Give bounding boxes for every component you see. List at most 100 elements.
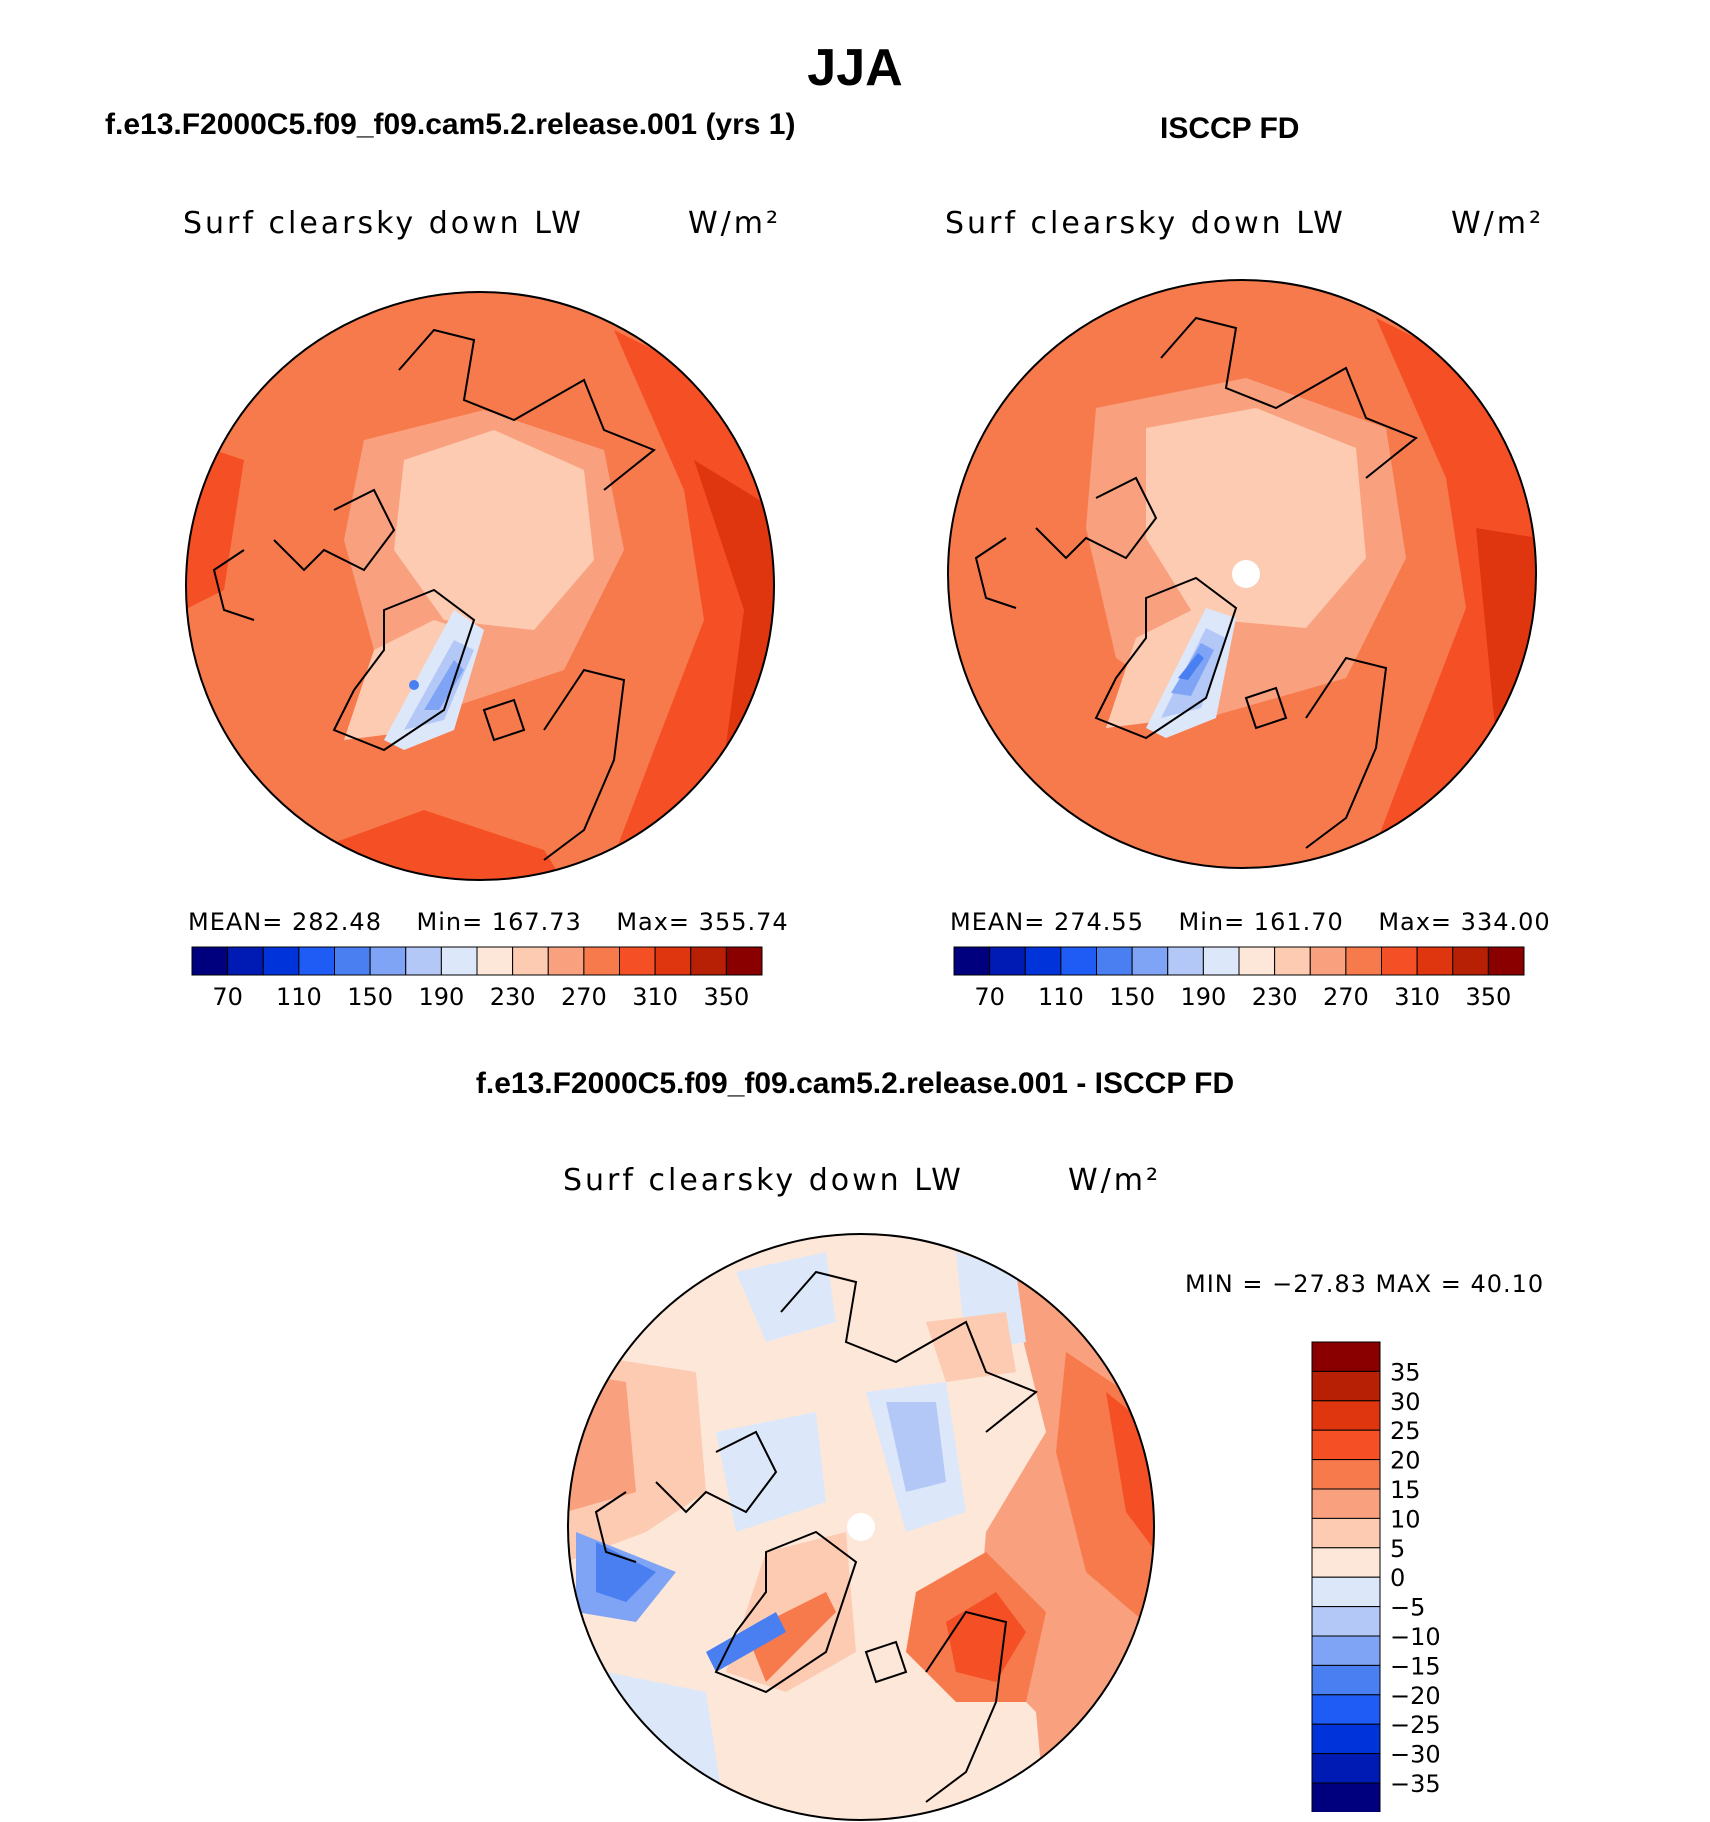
diff-colorbar-tick-label: 5 [1390,1535,1405,1563]
left-variable-label: Surf clearsky down LW [183,206,584,241]
right-colorbar-swatch [1060,946,1097,976]
right-colorbar-swatch [1096,946,1133,976]
left-colorbar-tick-label: 110 [276,983,322,1011]
diff-colorbar-tick-label: 20 [1390,1447,1421,1475]
left-min: Min= 167.73 [416,908,582,936]
right-unit-label: W/m² [1451,206,1545,241]
diff-colorbar-tick-label: 15 [1390,1476,1421,1504]
left-colorbar-swatch [191,946,229,976]
right-colorbar-swatch [1309,946,1347,976]
left-stats: MEAN= 282.48 Min= 167.73 Max= 355.74 [188,908,789,936]
right-colorbar-swatch [1274,946,1311,976]
diff-colorbar-swatch [1311,1606,1381,1637]
right-colorbar-tick-label: 230 [1252,983,1298,1011]
right-colorbar-swatch [953,946,991,976]
diff-colorbar-swatch [1311,1635,1381,1666]
left-colorbar-tick-label: 150 [347,983,393,1011]
left-colorbar: 70 110 150 190 230 270 310 350 [191,946,763,1011]
left-mean: MEAN= 282.48 [188,908,382,936]
right-colorbar-tick-label: 310 [1394,983,1440,1011]
right-colorbar-swatch [1167,946,1204,976]
diff-minmax: MIN = −27.83 MAX = 40.10 [1185,1270,1545,1298]
diff-colorbar-swatch [1311,1429,1381,1461]
diff-colorbar-swatch [1311,1488,1381,1519]
right-colorbar: 70 110 150 190 230 270 310 350 [953,946,1525,1011]
diff-colorbar-swatch [1311,1341,1381,1372]
left-colorbar-swatch [619,946,656,976]
diff-colorbar-tick-label: −10 [1390,1623,1441,1651]
right-polar-map [947,279,1537,869]
main-title: JJA [807,39,903,97]
right-colorbar-swatch [1345,946,1382,976]
right-max: Max= 334.00 [1378,908,1551,936]
left-colorbar-tick-label: 230 [490,983,536,1011]
right-stats: MEAN= 274.55 Min= 161.70 Max= 334.00 [950,908,1551,936]
left-colorbar-swatch [440,946,478,976]
diff-colorbar-swatch [1311,1782,1381,1812]
diff-colorbar-swatch [1311,1694,1381,1725]
left-max: Max= 355.74 [616,908,789,936]
diff-colorbar-swatch [1311,1664,1381,1696]
diff-colorbar-swatch [1311,1517,1381,1549]
diff-colorbar-swatch [1311,1723,1381,1755]
right-min: Min= 161.70 [1178,908,1344,936]
right-mean: MEAN= 274.55 [950,908,1144,936]
right-variable-label: Surf clearsky down LW [945,206,1346,241]
left-colorbar-swatch [227,946,264,976]
diff-colorbar-tick-label: −35 [1390,1770,1441,1798]
diff-colorbar-swatch [1311,1400,1381,1431]
diff-colorbar-tick-label: −5 [1390,1594,1425,1622]
left-colorbar-swatch [405,946,442,976]
right-colorbar-swatch [989,946,1026,976]
diff-colorbar-tick-label: 25 [1390,1417,1421,1445]
diff-colorbar-tick-label: −15 [1390,1652,1441,1680]
right-colorbar-swatch [1381,946,1418,976]
left-colorbar-swatch [369,946,407,976]
right-colorbar-swatch [1452,946,1489,976]
diff-colorbar-tick-label: 0 [1390,1564,1405,1592]
diff-panel-heading: f.e13.F2000C5.f09_f09.cam5.2.release.001… [475,1067,1235,1100]
left-colorbar-swatch [690,946,727,976]
left-colorbar-tick-label: 270 [561,983,607,1011]
right-colorbar-swatch [1131,946,1169,976]
left-colorbar-swatch [654,946,692,976]
left-colorbar-tick-label: 310 [632,983,678,1011]
left-colorbar-swatch [512,946,549,976]
right-colorbar-tick-label: 270 [1323,983,1369,1011]
diff-colorbar-tick-label: −20 [1390,1682,1441,1710]
left-panel-heading: f.e13.F2000C5.f09_f09.cam5.2.release.001… [105,108,796,141]
diff-colorbar-tick-label: −30 [1390,1741,1441,1769]
right-colorbar-tick-label: 70 [974,983,1005,1011]
diff-colorbar-swatch [1311,1547,1381,1578]
left-colorbar-swatch [262,946,300,976]
diff-colorbar-tick-label: −25 [1390,1711,1441,1739]
diff-variable-label: Surf clearsky down LW [563,1163,964,1198]
left-unit-label: W/m² [688,206,782,241]
left-polar-map [185,291,775,881]
right-colorbar-tick-label: 150 [1109,983,1155,1011]
right-colorbar-swatch [1416,946,1454,976]
diff-colorbar-swatch [1311,1459,1381,1490]
left-colorbar-tick-label: 70 [212,983,243,1011]
left-colorbar-swatch [547,946,585,976]
right-colorbar-tick-label: 190 [1180,983,1226,1011]
diff-colorbar-swatch [1311,1576,1381,1608]
right-colorbar-tick-label: 110 [1038,983,1084,1011]
left-colorbar-swatch [583,946,620,976]
diff-colorbar-swatch [1311,1370,1381,1402]
right-panel-heading: ISCCP FD [1160,112,1300,145]
left-colorbar-swatch [298,946,335,976]
diff-unit-label: W/m² [1068,1163,1162,1198]
diff-colorbar-tick-label: 10 [1390,1505,1421,1533]
right-colorbar-swatch [1238,946,1276,976]
left-colorbar-tick-label: 350 [703,983,749,1011]
left-colorbar-swatch [334,946,371,976]
diff-polar-map [567,1233,1155,1821]
diff-colorbar-tick-label: 30 [1390,1388,1421,1416]
right-colorbar-swatch [1487,946,1525,976]
right-colorbar-swatch [1202,946,1240,976]
diff-colorbar-swatch [1311,1753,1381,1784]
diff-colorbar-tick-label: 35 [1390,1358,1421,1386]
left-colorbar-tick-label: 190 [418,983,464,1011]
